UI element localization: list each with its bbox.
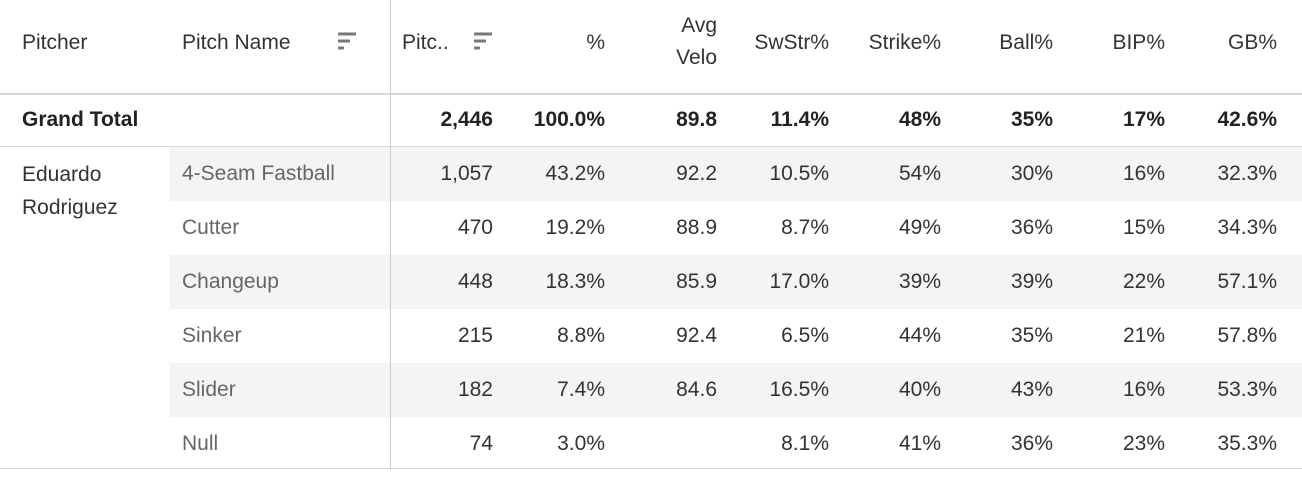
cell-value: 8.7% (781, 216, 829, 239)
cell-value: 6.5% (781, 324, 829, 347)
cell-value: 88.9 (676, 216, 717, 239)
pitcher-name: Eduardo Rodriguez (22, 163, 118, 219)
total-label: Grand Total (22, 108, 139, 131)
sort-icon[interactable] (336, 32, 358, 52)
pitch-name: 4-Seam Fastball (182, 162, 335, 185)
cell-value: 17.0% (769, 270, 829, 293)
cell-value: 30% (1010, 162, 1053, 185)
header-divider (0, 93, 1302, 95)
pitch-name: Null (182, 432, 219, 455)
cell-value: 35.3% (1217, 432, 1277, 455)
cell-value: 92.4 (676, 324, 717, 347)
cell-value: 92.2 (676, 162, 717, 185)
cell-value: 3.0% (557, 432, 605, 455)
cell-value: 53.3% (1217, 378, 1277, 401)
total-value: 42.6% (1217, 108, 1277, 131)
cell-value: 84.6 (676, 378, 717, 401)
total-value: 17% (1122, 108, 1165, 131)
cell-value: 19.2% (545, 216, 605, 239)
cell-value: 39% (1010, 270, 1053, 293)
cell-value: 15% (1122, 216, 1165, 239)
pitch-name: Cutter (182, 216, 240, 239)
column-header[interactable]: Pitcher (22, 31, 88, 54)
column-header[interactable]: BIP% (1112, 31, 1165, 54)
row-band (170, 255, 1302, 309)
cell-value: 1,057 (440, 162, 493, 185)
cell-value: 34.3% (1217, 216, 1277, 239)
cell-value: 41% (898, 432, 941, 455)
cell-value: 35% (1010, 324, 1053, 347)
cell-value: 16% (1122, 378, 1165, 401)
total-value: 11.4% (770, 108, 829, 131)
cell-value: 57.1% (1217, 270, 1277, 293)
cell-value: 18.3% (545, 270, 605, 293)
column-header[interactable]: Avg Velo (676, 14, 717, 69)
cell-value: 8.8% (557, 324, 605, 347)
total-value: 35% (1010, 108, 1053, 131)
cell-value: 8.1% (781, 432, 829, 455)
column-header[interactable]: Ball% (999, 31, 1053, 54)
bottom-border (0, 468, 1302, 469)
cell-value: 470 (457, 216, 493, 239)
pitch-name: Changeup (182, 270, 279, 293)
cell-value: 57.8% (1217, 324, 1277, 347)
column-divider (390, 0, 391, 470)
cell-value: 39% (898, 270, 941, 293)
cell-value: 85.9 (676, 270, 717, 293)
cell-value: 448 (457, 270, 493, 293)
total-value: 100.0% (533, 108, 605, 131)
cell-value: 49% (898, 216, 941, 239)
column-header[interactable]: Strike% (868, 31, 941, 54)
cell-value: 54% (898, 162, 941, 185)
sort-icon[interactable] (472, 32, 494, 52)
total-value: 2,446 (440, 108, 493, 131)
cell-value: 36% (1010, 432, 1053, 455)
cell-value: 44% (898, 324, 941, 347)
total-divider (0, 146, 1302, 147)
column-header[interactable]: SwStr% (754, 31, 829, 54)
cell-value: 36% (1010, 216, 1053, 239)
row-band (170, 147, 1302, 201)
cell-value: 22% (1122, 270, 1165, 293)
column-header[interactable]: GB% (1227, 31, 1277, 54)
column-header[interactable]: Pitch Name (182, 31, 291, 54)
total-value: 48% (898, 108, 941, 131)
cell-value: 43% (1010, 378, 1053, 401)
total-value: 89.8 (676, 108, 717, 131)
cell-value: 16% (1122, 162, 1165, 185)
column-header[interactable]: Pitc.. (402, 31, 449, 54)
cell-value: 43.2% (545, 162, 605, 185)
pitch-name: Slider (182, 378, 236, 401)
cell-value: 10.5% (769, 162, 829, 185)
pitch-name: Sinker (182, 324, 242, 347)
cell-value: 21% (1122, 324, 1165, 347)
cell-value: 182 (457, 378, 493, 401)
row-band (170, 363, 1302, 417)
column-header[interactable]: % (586, 31, 605, 54)
cell-value: 16.5% (769, 378, 829, 401)
cell-value: 32.3% (1217, 162, 1277, 185)
cell-value: 40% (898, 378, 941, 401)
cell-value: 215 (457, 324, 493, 347)
cell-value: 74 (469, 432, 493, 455)
cell-value: 7.4% (557, 378, 605, 401)
cell-value: 23% (1122, 432, 1165, 455)
